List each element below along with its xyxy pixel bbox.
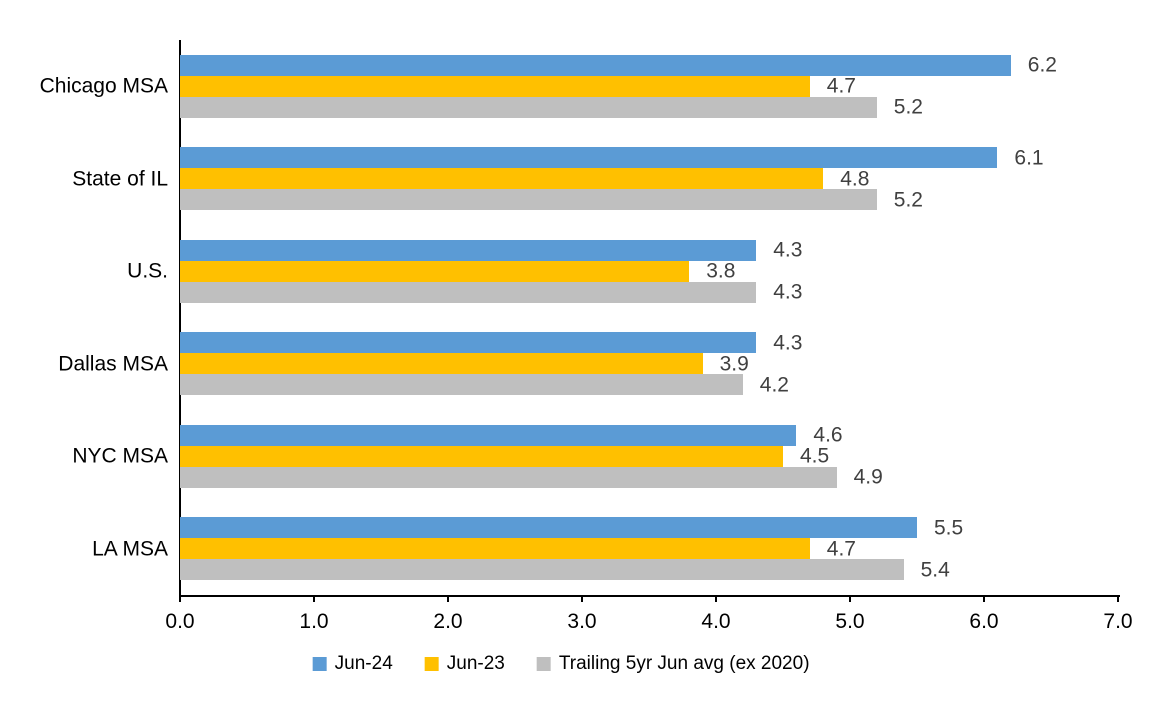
- category-label: U.S.: [127, 259, 168, 283]
- data-label: 4.7: [826, 74, 856, 98]
- data-label: 5.2: [893, 95, 923, 119]
- bar-jun-24: [180, 424, 797, 446]
- bar-jun-23: [180, 260, 690, 282]
- chart-legend: Jun-24 Jun-23 Trailing 5yr Jun avg (ex 202…: [312, 653, 810, 675]
- data-label: 5.5: [934, 516, 964, 540]
- legend-swatch-icon: [424, 657, 439, 671]
- bar-jun-23: [180, 538, 810, 560]
- data-label: 3.9: [719, 352, 749, 376]
- bar-jun-24: [180, 239, 757, 261]
- bar-jun-24: [180, 332, 757, 354]
- bar-trailing-5yr-jun-avg-ex-2020-: [180, 559, 904, 581]
- bar-jun-24: [180, 517, 917, 539]
- category-label: NYC MSA: [72, 444, 168, 468]
- data-label: 4.8: [840, 167, 870, 191]
- x-axis-line: [179, 595, 1120, 597]
- category-label: Dallas MSA: [58, 352, 168, 376]
- data-label: 4.9: [853, 465, 883, 489]
- bar-jun-24: [180, 54, 1011, 76]
- legend-swatch-icon: [536, 657, 551, 671]
- data-label: 3.8: [706, 259, 736, 283]
- data-label: 4.3: [773, 280, 803, 304]
- category-label: State of IL: [72, 167, 168, 191]
- x-axis-tick-label: 1.0: [299, 610, 329, 633]
- legend-item-jun-23: Jun-23: [424, 653, 505, 675]
- x-axis-tick-label: 5.0: [835, 610, 865, 633]
- x-axis-tick: [581, 595, 583, 602]
- x-axis-tick: [849, 595, 851, 602]
- bar-trailing-5yr-jun-avg-ex-2020-: [180, 466, 837, 488]
- data-label: 4.3: [773, 331, 803, 355]
- x-axis-tick-label: 0.0: [165, 610, 195, 633]
- x-axis-tick: [313, 595, 315, 602]
- x-axis-tick-label: 7.0: [1103, 610, 1133, 633]
- legend-label: Trailing 5yr Jun avg (ex 2020): [558, 653, 810, 674]
- category-label: LA MSA: [92, 537, 168, 561]
- bar-jun-23: [180, 445, 783, 467]
- data-label: 5.4: [920, 558, 950, 582]
- legend-swatch-icon: [312, 657, 327, 671]
- bar-jun-23: [180, 168, 824, 190]
- bar-jun-24: [180, 147, 998, 169]
- legend-item-trailing-5yr-jun-avg-ex-2020-: Trailing 5yr Jun avg (ex 2020): [536, 653, 810, 675]
- legend-item-jun-24: Jun-24: [312, 653, 393, 675]
- data-label: 4.6: [813, 423, 843, 447]
- x-axis-tick: [447, 595, 449, 602]
- data-label: 4.7: [826, 537, 856, 561]
- bar-trailing-5yr-jun-avg-ex-2020-: [180, 281, 757, 303]
- x-axis-tick: [983, 595, 985, 602]
- x-axis-tick-label: 4.0: [701, 610, 731, 633]
- x-axis-tick-label: 6.0: [969, 610, 999, 633]
- x-axis-tick: [179, 595, 181, 602]
- data-label: 6.1: [1014, 146, 1044, 170]
- data-label: 6.2: [1027, 53, 1057, 77]
- x-axis-tick: [1117, 595, 1119, 602]
- bar-trailing-5yr-jun-avg-ex-2020-: [180, 96, 877, 118]
- bar-trailing-5yr-jun-avg-ex-2020-: [180, 374, 743, 396]
- y-axis-line: [179, 40, 181, 597]
- legend-label: Jun-24: [334, 653, 393, 674]
- legend-label: Jun-23: [446, 653, 505, 674]
- x-axis-tick-label: 3.0: [567, 610, 597, 633]
- data-label: 4.3: [773, 238, 803, 262]
- x-axis-tick: [715, 595, 717, 602]
- bar-jun-23: [180, 75, 810, 97]
- data-label: 4.2: [759, 373, 789, 397]
- data-label: 4.5: [800, 444, 830, 468]
- bar-jun-23: [180, 353, 703, 375]
- category-label: Chicago MSA: [39, 74, 168, 98]
- bar-trailing-5yr-jun-avg-ex-2020-: [180, 189, 877, 211]
- x-axis-tick-label: 2.0: [433, 610, 463, 633]
- data-label: 5.2: [893, 188, 923, 212]
